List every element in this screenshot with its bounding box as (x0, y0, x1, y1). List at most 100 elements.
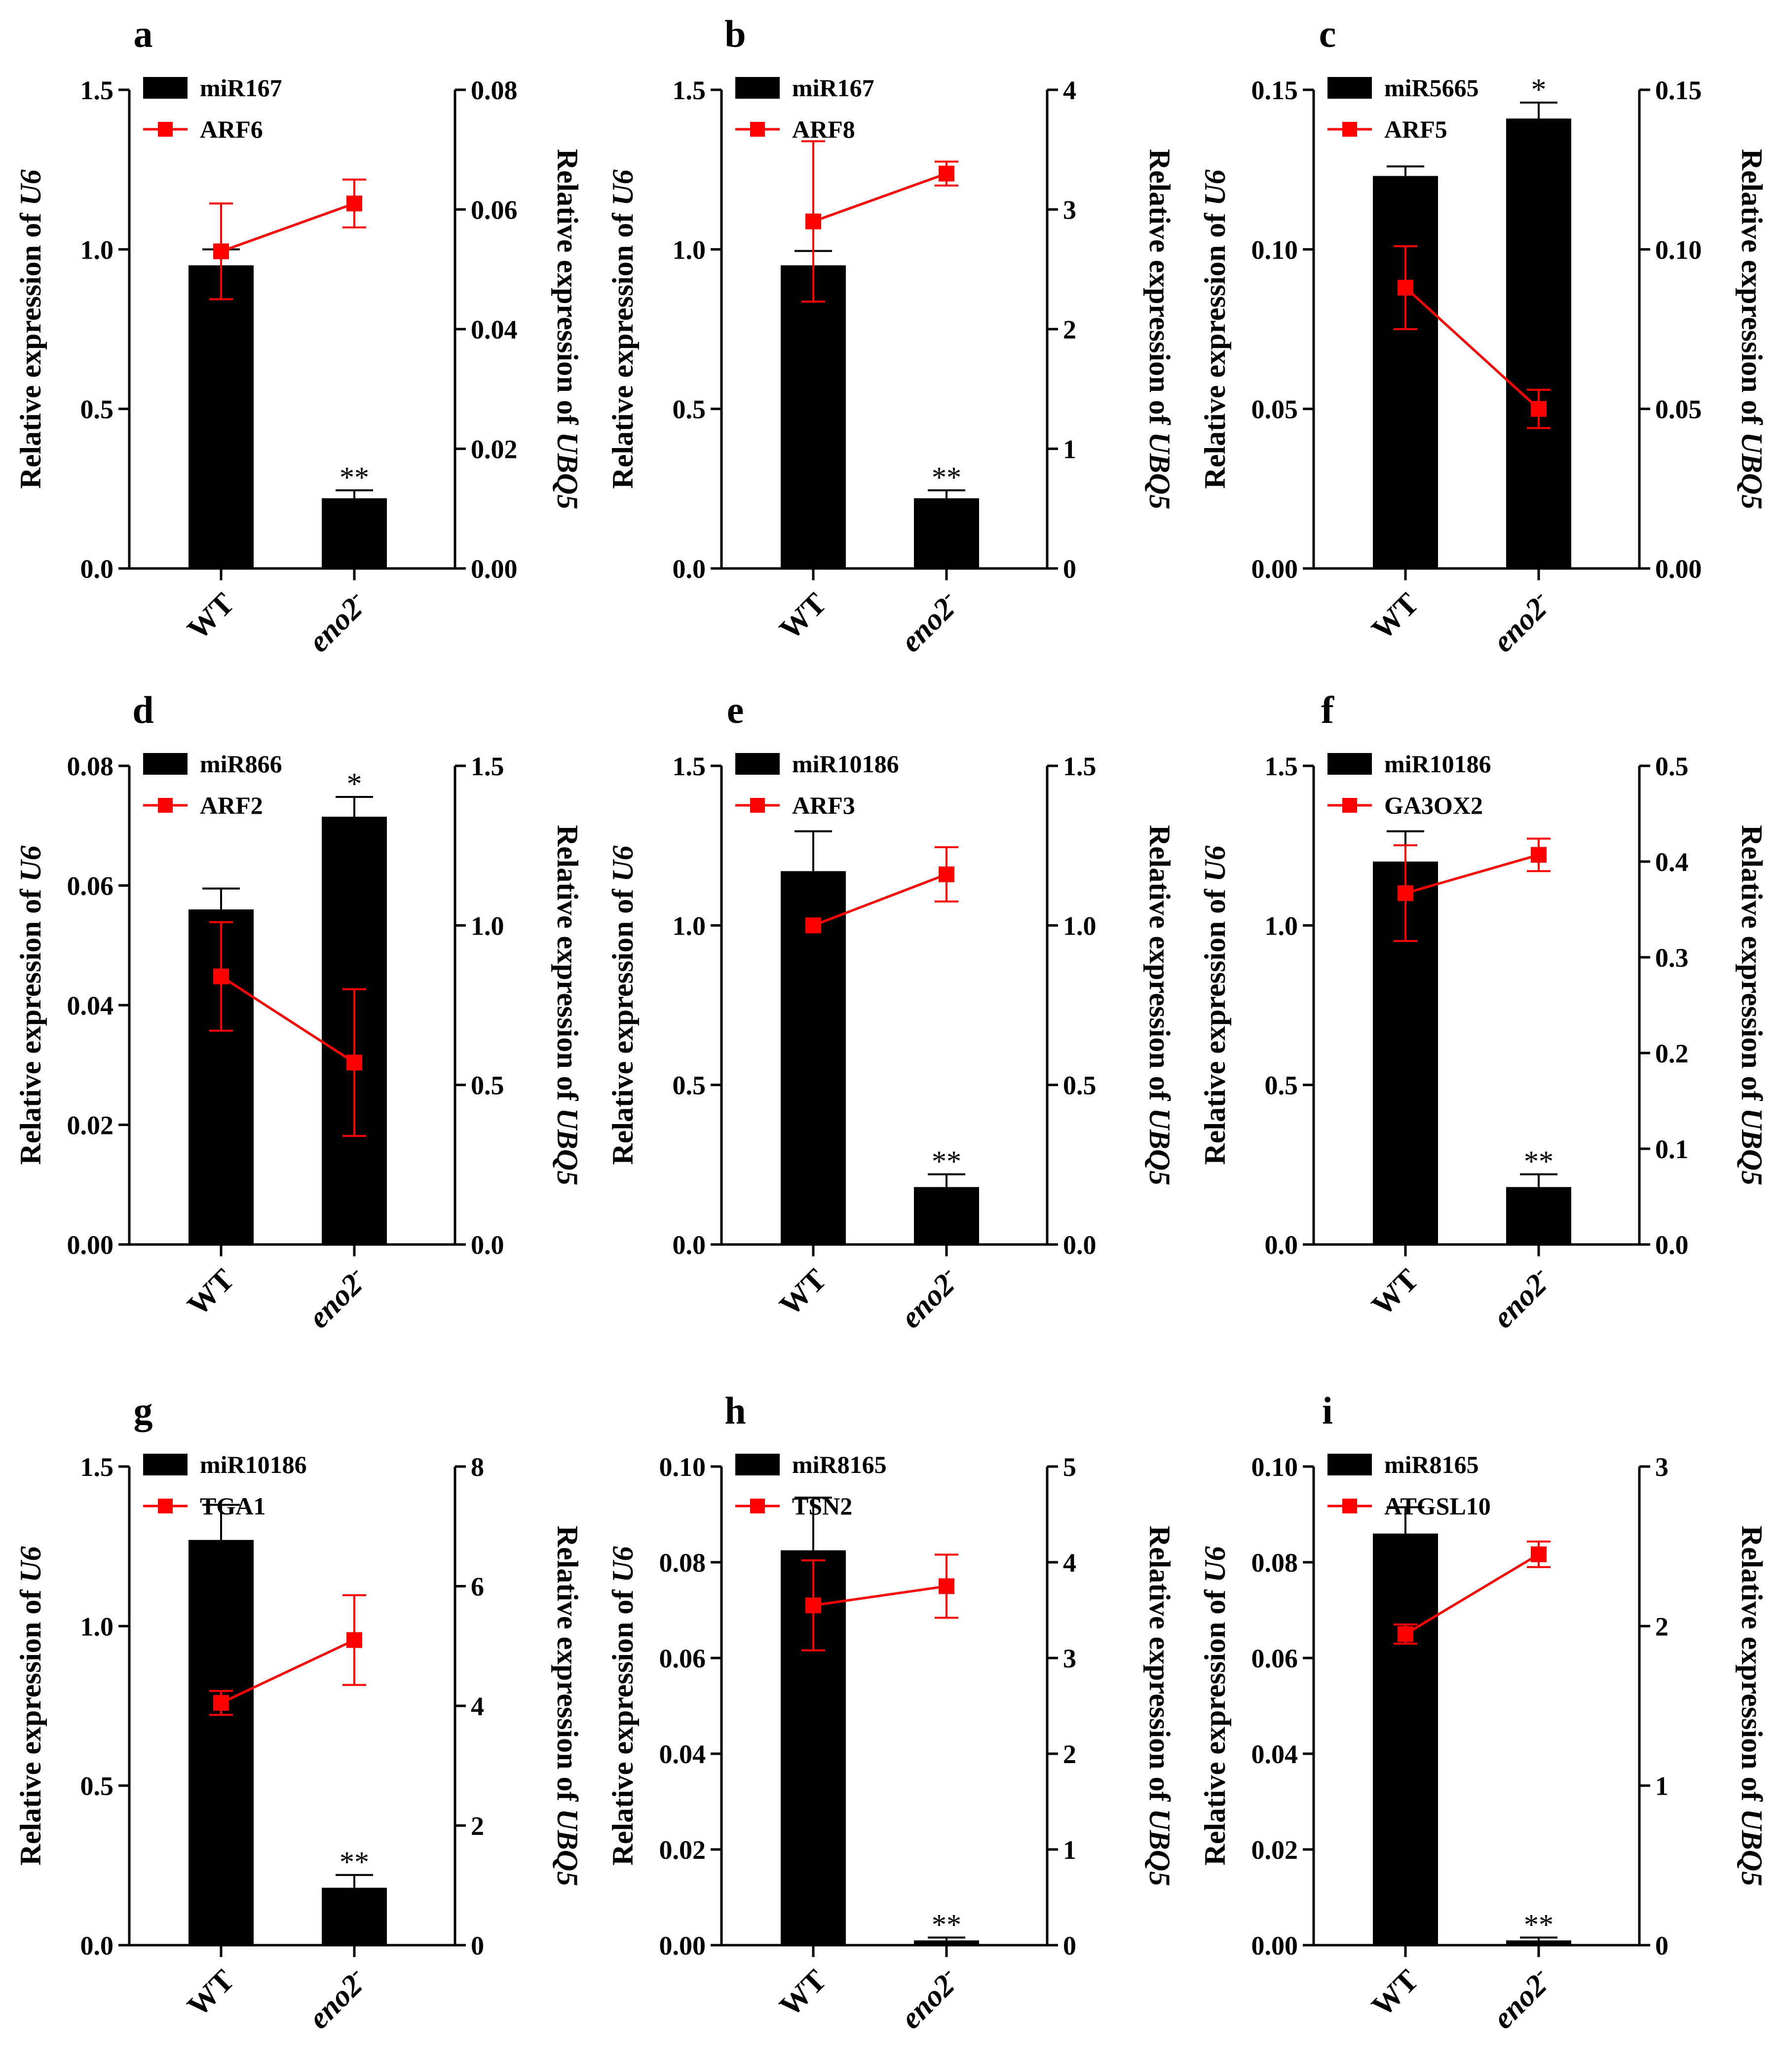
right-axis-title: Relative expression of UBQ5 (551, 825, 584, 1186)
right-axis-title: Relative expression of UBQ5 (1736, 825, 1768, 1186)
right-tick-label: 4 (471, 1692, 484, 1721)
right-axis-title: Relative expression of UBQ5 (551, 149, 584, 510)
x-tick-label: WT (181, 587, 241, 646)
series-line (220, 975, 355, 1064)
significance-label: ** (932, 461, 961, 494)
left-tick-label: 0.10 (659, 1452, 706, 1482)
x-tick-label: eno2- (892, 584, 966, 659)
legend-bar-swatch (143, 1454, 188, 1475)
legend-line-marker (750, 1499, 765, 1513)
left-axis-title: Relative expression of U6 (14, 169, 47, 489)
chart-panel-b: b ** 0.0 0.5 1.0 1.5 0 1 2 3 4 WT eno2- Relative expr… (606, 12, 1176, 659)
panel-letter: g (134, 1389, 153, 1432)
right-tick-label: 8 (471, 1452, 484, 1482)
legend-line-label: ARF8 (792, 115, 855, 143)
right-tick-label: 2 (1655, 1612, 1668, 1641)
line-point (346, 1055, 362, 1071)
right-tick-label: 0.5 (471, 1071, 504, 1100)
left-tick-label: 0.15 (1251, 75, 1298, 105)
significance-label: ** (1524, 1908, 1553, 1941)
left-axis-title: Relative expression of U6 (606, 169, 639, 489)
line-point (213, 1695, 229, 1711)
x-tick-label: eno2- (1484, 584, 1558, 659)
bar (322, 1887, 387, 1945)
right-tick-label: 2 (1063, 315, 1076, 344)
legend-bar-swatch (1327, 1454, 1372, 1475)
series-line (220, 1639, 355, 1704)
left-tick-label: 0.04 (659, 1739, 706, 1769)
chart-panel-d: d * 0.00 0.02 0.04 0.06 0.08 0.0 0.5 1.0 1.5 WT eno2… (14, 688, 584, 1335)
bar (1506, 1940, 1571, 1945)
line-point (1398, 885, 1413, 902)
right-tick-label: 0.15 (1655, 75, 1702, 105)
left-tick-label: 1.0 (80, 1612, 114, 1641)
left-axis-title: Relative expression of U6 (1199, 1546, 1231, 1865)
legend-line-label: ARF2 (200, 791, 263, 819)
bar (1373, 1533, 1438, 1945)
left-tick-label: 0.06 (67, 871, 114, 901)
right-tick-label: 0.0 (471, 1230, 504, 1260)
chart-panel-e: e ** 0.0 0.5 1.0 1.5 0.0 0.5 1.0 1.5 WT eno2- Relati… (606, 688, 1176, 1335)
left-tick-label: 0.0 (673, 554, 706, 584)
x-tick-label: WT (181, 1963, 241, 2023)
left-axis-title: Relative expression of U6 (1199, 845, 1231, 1165)
series-line (1405, 854, 1539, 895)
left-tick-label: 1.0 (673, 911, 706, 941)
line-point (939, 1578, 954, 1594)
significance-label: ** (340, 461, 369, 494)
series-line (813, 873, 947, 927)
right-tick-label: 0.5 (1655, 752, 1689, 781)
chart-panel-a: a ** 0.0 0.5 1.0 1.5 0.00 0.02 0.04 0.06 0.08 WT eno… (14, 12, 584, 659)
left-tick-label: 0.5 (673, 395, 706, 424)
line-point (1398, 279, 1413, 296)
right-tick-label: 0.05 (1655, 395, 1702, 424)
series-line (1404, 1553, 1540, 1635)
line-point (213, 968, 229, 984)
legend-line-label: ARF3 (792, 791, 855, 819)
left-tick-label: 0.0 (80, 1931, 114, 1960)
left-tick-label: 0.08 (659, 1548, 706, 1578)
line-point (213, 243, 229, 260)
bar (1506, 118, 1571, 568)
left-tick-label: 0.08 (1251, 1548, 1298, 1578)
x-tick-label: eno2- (892, 1961, 966, 2035)
legend-bar-label: miR10186 (792, 750, 899, 778)
chart-panel-g: g ** 0.0 0.5 1.0 1.5 0 2 4 6 8 WT eno2- Relative expr… (14, 1389, 584, 2035)
legend-line-label: ATGSL10 (1384, 1492, 1491, 1520)
right-tick-label: 0 (1063, 554, 1076, 584)
chart-panel-h: h ** 0.00 0.02 0.04 0.06 0.08 0.10 0 1 2 3 4 5 WT eno2-… (606, 1389, 1176, 2035)
line-point (805, 1597, 821, 1614)
right-tick-label: 0.08 (471, 75, 518, 105)
right-tick-label: 5 (1063, 1452, 1076, 1482)
line-point (1531, 401, 1547, 417)
right-tick-label: 1.0 (471, 911, 504, 941)
right-tick-label: 3 (1655, 1452, 1668, 1482)
left-tick-label: 0.5 (1265, 1071, 1298, 1100)
left-tick-label: 0.10 (1251, 1452, 1298, 1482)
panel-letter: f (1321, 688, 1334, 731)
x-tick-label: WT (773, 1263, 833, 1322)
legend-line-marker (1342, 122, 1357, 137)
right-tick-label: 0.4 (1655, 847, 1689, 877)
x-tick-label: eno2- (1484, 1961, 1558, 2035)
left-tick-label: 1.5 (673, 75, 706, 105)
bar (781, 265, 846, 568)
left-tick-label: 1.0 (1265, 911, 1298, 941)
right-tick-label: 0 (471, 1931, 484, 1960)
legend-bar-label: miR866 (200, 750, 282, 778)
x-tick-label: WT (181, 1263, 241, 1322)
left-tick-label: 1.5 (1265, 752, 1298, 781)
left-axis-title: Relative expression of U6 (606, 1546, 639, 1865)
left-tick-label: 0.04 (1251, 1739, 1298, 1769)
panel-letter: i (1322, 1389, 1333, 1432)
legend-bar-label: miR10186 (200, 1451, 307, 1478)
right-tick-label: 3 (1063, 1644, 1076, 1673)
left-tick-label: 1.0 (80, 235, 114, 264)
right-tick-label: 2 (471, 1811, 484, 1841)
panel-letter: a (134, 12, 153, 55)
legend-bar-label: miR5665 (1384, 74, 1479, 102)
legend-bar-swatch (735, 77, 780, 99)
panel-letter: c (1319, 12, 1336, 55)
right-axis-title: Relative expression of UBQ5 (1143, 825, 1176, 1186)
bar (914, 1940, 979, 1945)
